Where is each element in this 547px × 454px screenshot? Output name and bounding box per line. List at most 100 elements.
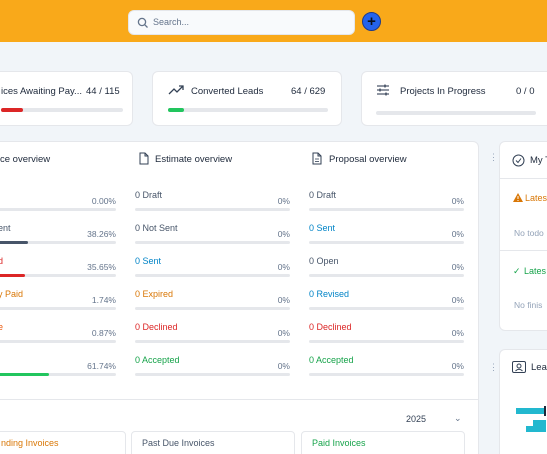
proposal-row-label[interactable]: 0 Revised — [309, 289, 350, 299]
tab-past-due-invoices[interactable]: Past Due Invoices — [131, 431, 295, 454]
invoice-row-progress — [0, 274, 116, 277]
search-input[interactable]: Search... — [128, 10, 355, 35]
proposal-row-progress — [309, 307, 464, 310]
chevron-down-icon[interactable]: ⌄ — [454, 413, 462, 423]
drag-handle-icon[interactable]: ⋮⋮ — [489, 362, 506, 372]
todo-empty-text: No todo — [514, 228, 544, 238]
stat-card-converted-leads: Converted Leads 64 / 629 — [152, 71, 342, 126]
search-placeholder: Search... — [153, 17, 190, 27]
invoice-row-percent: 1.74% — [91, 295, 116, 305]
stat-title: ices Awaiting Pay... — [1, 86, 82, 97]
divider — [0, 399, 479, 400]
proposal-row-progress — [309, 274, 464, 277]
invoice-row-label[interactable]: ent — [0, 223, 11, 233]
estimate-row-progress — [135, 373, 290, 376]
finished-empty-text: No finis — [514, 300, 543, 310]
proposal-row-percent: 0% — [451, 295, 464, 305]
estimate-row-percent: 0% — [277, 262, 290, 272]
estimate-row-percent: 0% — [277, 295, 290, 305]
tab-label: nding Invoices — [1, 438, 59, 448]
quick-create-button[interactable]: + — [362, 12, 381, 31]
estimate-row-progress — [135, 340, 290, 343]
file-text-icon — [312, 152, 322, 165]
estimate-row-percent: 0% — [277, 196, 290, 206]
leads-chart-bar — [516, 408, 544, 414]
latest-finished-label: Lates — [524, 266, 547, 276]
leads-widget: Lea — [499, 349, 547, 454]
year-filter[interactable]: 2025 — [406, 414, 427, 424]
invoice-row-percent: 0.87% — [91, 328, 116, 338]
estimate-row-label[interactable]: 0 Declined — [135, 322, 178, 332]
proposal-overview-title: Proposal overview — [329, 154, 407, 165]
invoice-row-progress — [0, 340, 116, 343]
proposal-row-percent: 0% — [451, 361, 464, 371]
proposal-row-label[interactable]: 0 Sent — [309, 223, 336, 233]
proposal-row-label[interactable]: 0 Open — [309, 256, 339, 266]
todo-widget: My T Lates No todo ✓ Lates No finis — [499, 141, 547, 331]
leads-chart-bar — [526, 426, 546, 432]
invoice-row-progress-fill — [0, 373, 50, 376]
estimate-row-progress — [135, 208, 290, 211]
proposal-row-progress — [309, 340, 464, 343]
drag-handle-icon[interactable]: ⋮⋮ — [489, 152, 506, 162]
id-card-icon — [512, 361, 526, 373]
proposal-row-progress — [309, 208, 464, 211]
divider — [500, 250, 547, 251]
invoice-row-progress — [0, 307, 116, 310]
overview-card — [0, 141, 479, 454]
invoice-row-label[interactable]: y Paid — [0, 289, 24, 299]
tab-label: Paid Invoices — [312, 438, 366, 448]
tab-paid-invoices[interactable]: Paid Invoices — [301, 431, 465, 454]
proposal-row-progress — [309, 241, 464, 244]
warning-icon — [513, 193, 523, 202]
proposal-row-percent: 0% — [451, 196, 464, 206]
tab-label: Past Due Invoices — [142, 438, 215, 448]
estimate-row-progress — [135, 307, 290, 310]
stat-progress — [168, 108, 328, 112]
estimate-row-label[interactable]: 0 Accepted — [135, 355, 180, 365]
todo-title: My T — [530, 155, 547, 166]
invoice-row-percent: 35.65% — [87, 262, 116, 272]
stat-progress — [376, 111, 536, 115]
proposal-row-label[interactable]: 0 Accepted — [309, 355, 354, 365]
stat-progress — [1, 108, 123, 112]
invoice-row-progress — [0, 373, 116, 376]
invoice-row-progress — [0, 208, 116, 211]
search-icon — [137, 17, 148, 28]
invoice-row-percent: 38.26% — [87, 229, 116, 239]
stat-value: 44 / 115 — [86, 86, 120, 97]
estimate-row-label[interactable]: 0 Not Sent — [135, 223, 178, 233]
invoice-row-percent: 0.00% — [91, 196, 116, 206]
leads-chart-tick — [544, 406, 546, 416]
proposal-row-label[interactable]: 0 Draft — [309, 190, 337, 200]
estimate-row-percent: 0% — [277, 328, 290, 338]
stat-title: Projects In Progress — [400, 86, 486, 97]
estimate-row-label[interactable]: 0 Sent — [135, 256, 162, 266]
estimate-row-percent: 0% — [277, 229, 290, 239]
sliders-icon — [377, 84, 389, 96]
leads-chart-bar — [533, 420, 546, 426]
estimate-row-label[interactable]: 0 Draft — [135, 190, 163, 200]
divider — [500, 178, 547, 179]
proposal-row-percent: 0% — [451, 328, 464, 338]
estimate-row-percent: 0% — [277, 361, 290, 371]
check-circle-icon — [512, 154, 525, 167]
tab-pending-invoices[interactable]: nding Invoices — [0, 431, 126, 454]
check-icon: ✓ — [513, 266, 521, 276]
stat-card-invoices-awaiting-payment: ices Awaiting Pay... 44 / 115 — [0, 71, 133, 126]
invoice-row-progress-fill — [0, 274, 26, 277]
invoice-row-percent: 61.74% — [87, 361, 116, 371]
invoice-row-label[interactable]: e — [0, 322, 4, 332]
invoice-row-progress-fill — [0, 241, 28, 244]
proposal-row-progress — [309, 373, 464, 376]
proposal-row-percent: 0% — [451, 229, 464, 239]
estimate-row-progress — [135, 274, 290, 277]
proposal-row-label[interactable]: 0 Declined — [309, 322, 352, 332]
invoice-row-label[interactable]: d — [0, 256, 4, 266]
estimate-overview-title: Estimate overview — [155, 154, 233, 165]
latest-todos-label: Lates — [525, 193, 547, 203]
stat-progress-fill — [168, 108, 184, 112]
invoice-row-progress — [0, 241, 116, 244]
proposal-row-percent: 0% — [451, 262, 464, 272]
estimate-row-label[interactable]: 0 Expired — [135, 289, 174, 299]
